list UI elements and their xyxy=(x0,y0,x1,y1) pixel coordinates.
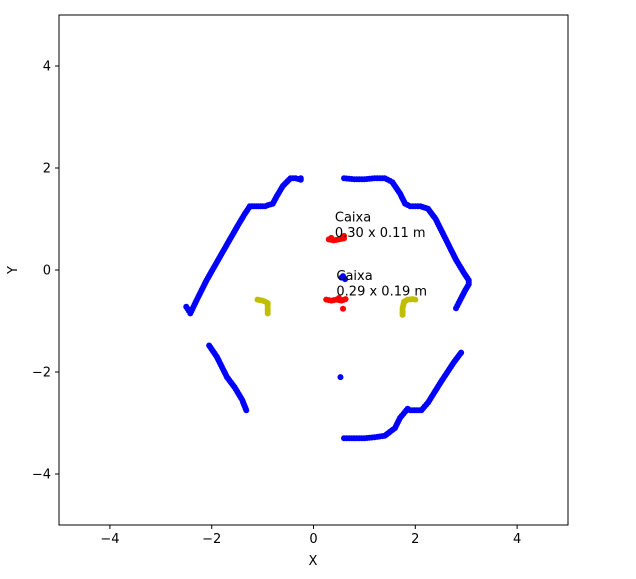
x-axis-label: X xyxy=(309,554,318,569)
scatter-point-series-2 xyxy=(412,296,419,303)
scatter-point-series-1 xyxy=(342,296,349,303)
plot-area xyxy=(58,14,569,526)
annotation-label: Caixa xyxy=(336,269,372,284)
scatter-point-series-0 xyxy=(341,435,348,442)
annotation-label: Caixa xyxy=(335,211,371,226)
y-tick-label: −4 xyxy=(32,468,51,483)
y-axis-label: Y xyxy=(6,266,21,275)
x-axis: −4 −2 0 2 4 xyxy=(100,525,521,547)
y-tick-label: −2 xyxy=(32,366,51,381)
scatter-point-series-1 xyxy=(328,234,335,241)
x-tick-label: −4 xyxy=(100,532,119,547)
scatter-point-series-0 xyxy=(297,175,304,182)
annotation-label: 0.30 x 0.11 m xyxy=(335,226,426,241)
x-tick-label: 4 xyxy=(513,532,521,547)
scatter-point-series-1 xyxy=(341,232,348,239)
y-tick-label: 2 xyxy=(43,162,51,177)
scatter-point-series-0 xyxy=(243,407,250,414)
x-tick-label: 2 xyxy=(411,532,419,547)
scatter-point-series-1 xyxy=(335,295,342,302)
scatter-point-series-1 xyxy=(340,305,347,312)
x-tick-label: 0 xyxy=(309,532,317,547)
y-tick-label: 0 xyxy=(43,264,51,279)
annotation-label: 0.29 x 0.19 m xyxy=(336,285,427,300)
y-axis: −4 −2 0 2 4 xyxy=(32,60,59,483)
scatter-point-series-0 xyxy=(340,273,347,280)
y-tick-label: 4 xyxy=(43,60,51,75)
x-tick-label: −2 xyxy=(202,532,221,547)
scatter-point-series-0 xyxy=(337,374,344,381)
scatter-point-series-0 xyxy=(453,305,460,312)
scatter-point-series-2 xyxy=(264,310,271,317)
data-marks xyxy=(183,175,472,442)
